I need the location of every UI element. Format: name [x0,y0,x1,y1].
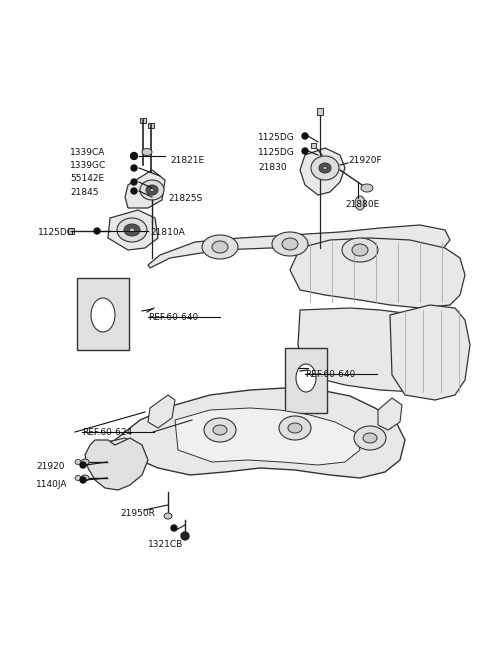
Circle shape [171,525,177,531]
Bar [68,228,74,234]
Circle shape [94,228,100,234]
Polygon shape [290,238,465,308]
Ellipse shape [164,513,172,519]
Ellipse shape [124,224,140,236]
Circle shape [80,462,86,468]
Ellipse shape [81,459,89,465]
Text: 21825S: 21825S [168,194,202,203]
Ellipse shape [272,232,308,256]
Text: REF.60-624: REF.60-624 [82,428,132,437]
Ellipse shape [75,460,81,464]
Bar [140,118,146,123]
Text: 55142E: 55142E [70,174,104,183]
Circle shape [302,148,308,154]
Polygon shape [300,148,345,195]
Text: 21950R: 21950R [120,509,155,518]
Ellipse shape [288,423,302,433]
Text: 1339CA: 1339CA [70,148,106,157]
Ellipse shape [323,166,327,170]
Ellipse shape [319,163,331,173]
Ellipse shape [75,476,81,481]
Ellipse shape [204,418,236,442]
Text: 1140JA: 1140JA [36,480,68,489]
Polygon shape [108,388,405,478]
Ellipse shape [150,189,154,191]
Polygon shape [105,438,145,475]
Ellipse shape [81,475,89,481]
Circle shape [131,165,137,171]
Ellipse shape [363,433,377,443]
Text: 21830: 21830 [258,163,287,172]
Polygon shape [108,210,158,250]
Text: 21920F: 21920F [348,156,382,165]
Ellipse shape [91,298,115,332]
Polygon shape [390,305,470,400]
Ellipse shape [212,241,228,253]
Text: 21920: 21920 [36,462,64,471]
Text: 21821E: 21821E [170,156,204,165]
Text: 1321CB: 1321CB [148,540,183,549]
Text: 1125DG: 1125DG [38,228,75,237]
Text: 1339GC: 1339GC [70,161,106,170]
Bar [285,348,327,413]
Ellipse shape [279,416,311,440]
Ellipse shape [213,425,227,435]
Ellipse shape [355,196,365,210]
Ellipse shape [142,149,152,155]
Ellipse shape [352,244,368,256]
Ellipse shape [202,235,238,259]
Text: 1125DG: 1125DG [258,148,295,157]
Ellipse shape [342,238,378,262]
Bar [148,123,154,128]
Ellipse shape [282,238,298,250]
Polygon shape [378,398,402,430]
Bar [317,108,323,115]
Polygon shape [85,438,148,490]
Text: 21810A: 21810A [150,228,185,237]
Polygon shape [125,170,165,208]
Circle shape [302,133,308,139]
Ellipse shape [311,156,339,180]
Ellipse shape [117,218,147,242]
Text: 21880E: 21880E [345,200,379,209]
Ellipse shape [354,426,386,450]
Text: 1125DG: 1125DG [258,133,295,142]
Polygon shape [148,395,175,428]
Circle shape [80,477,86,483]
Ellipse shape [140,180,164,200]
Polygon shape [175,408,360,465]
Ellipse shape [130,228,134,232]
Circle shape [181,532,189,540]
Text: 21845: 21845 [70,188,98,197]
Ellipse shape [146,185,158,195]
Circle shape [131,153,137,160]
Polygon shape [298,308,465,392]
Bar [77,278,129,350]
Bar [311,143,316,148]
Text: REF.60-640: REF.60-640 [305,370,355,379]
Circle shape [131,179,137,185]
Circle shape [131,188,137,194]
Ellipse shape [296,364,316,392]
Ellipse shape [361,184,373,192]
Text: REF.60-640: REF.60-640 [148,313,198,322]
Polygon shape [148,225,450,268]
